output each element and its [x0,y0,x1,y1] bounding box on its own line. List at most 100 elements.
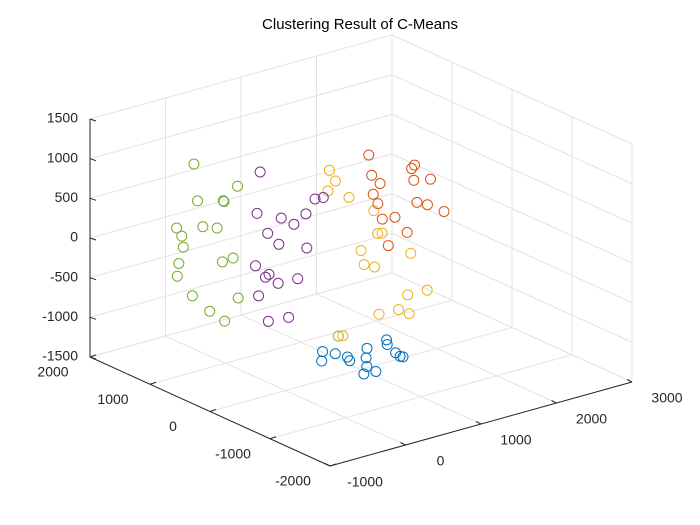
data-point [390,347,402,359]
data-point [344,355,356,367]
data-point [411,196,423,208]
data-point [381,334,393,346]
data-point [393,304,405,316]
data-point [317,192,329,204]
data-point [317,346,329,358]
data-point [401,226,413,238]
data-point [367,188,379,200]
data-point [216,256,228,268]
data-point [171,222,183,234]
data-point [405,247,417,259]
data-point [173,257,185,269]
data-point [232,292,244,304]
data-point [337,330,349,342]
tick-mark [89,354,97,358]
z-tick-label: -1000 [42,308,78,324]
tick-mark [89,316,97,320]
grid-line [391,153,633,264]
data-point [438,206,450,218]
data-point [373,308,385,320]
y-tick-label: -1000 [215,445,251,461]
y-tick-label: 1000 [97,391,128,407]
data-point [389,211,401,223]
data-point [381,339,393,351]
tick-mark [626,379,633,383]
x-tick-label: 2000 [576,411,607,427]
data-point [192,195,204,207]
z-tick-label: -1500 [42,348,78,364]
data-point [292,273,304,285]
data-point [254,166,266,178]
data-point [232,180,243,192]
data-point [218,195,230,207]
data-point [309,193,321,205]
data-point [329,348,341,360]
data-point [360,352,372,364]
tick-mark [269,436,277,440]
grid-line [89,153,393,239]
data-point [219,315,231,327]
data-point [273,238,285,250]
data-point [341,351,353,363]
data-point [358,368,370,380]
x-tick-label: 3000 [651,390,682,406]
data-point [406,163,418,175]
grid-line [89,272,393,358]
data-point [301,242,313,254]
data-point [197,221,209,233]
data-point [421,199,433,211]
tick-mark [89,118,97,122]
data-point [425,173,436,185]
grid-line [391,232,633,343]
grid-line [89,232,393,318]
data-point [403,308,415,320]
tick-mark [324,463,331,467]
y-tick-label: -2000 [275,473,311,489]
data-point [250,260,261,272]
data-point [177,241,189,253]
z-tick-label: 500 [55,189,79,205]
x-tick-label: 1000 [500,432,531,448]
data-point [211,222,223,234]
tick-mark [89,197,97,201]
data-point [369,261,381,273]
data-point [361,360,373,372]
z-tick-label: 1000 [47,149,78,165]
data-point [376,227,388,239]
tick-mark [329,463,337,467]
data-point [262,315,274,327]
tick-mark [475,421,482,425]
tick-mark [89,158,97,162]
grid-line [391,34,633,145]
grid-line [391,113,633,224]
data-point [322,185,334,197]
data-point [217,195,229,207]
data-point [332,330,344,342]
grid-line [89,74,393,160]
data-point [361,342,373,354]
data-point [370,365,382,377]
tick-mark [89,277,97,281]
data-point [372,228,384,240]
data-point [204,305,216,317]
data-point [382,240,394,252]
data-point [372,198,384,210]
data-point [253,290,265,302]
data-point [227,252,239,264]
grid-line [149,299,453,385]
data-point [402,289,414,301]
z-tick-label: -500 [50,268,78,284]
data-point [363,149,375,161]
data-point [355,245,367,256]
data-point [288,218,300,230]
data-point [283,311,295,323]
data-point [259,271,271,283]
z-tick-label: 0 [70,229,78,245]
x-tick-label: 0 [437,453,445,469]
data-point [366,169,378,181]
tick-mark [209,409,217,412]
data-point [188,158,200,170]
tick-mark [551,400,557,404]
data-point [272,277,284,289]
